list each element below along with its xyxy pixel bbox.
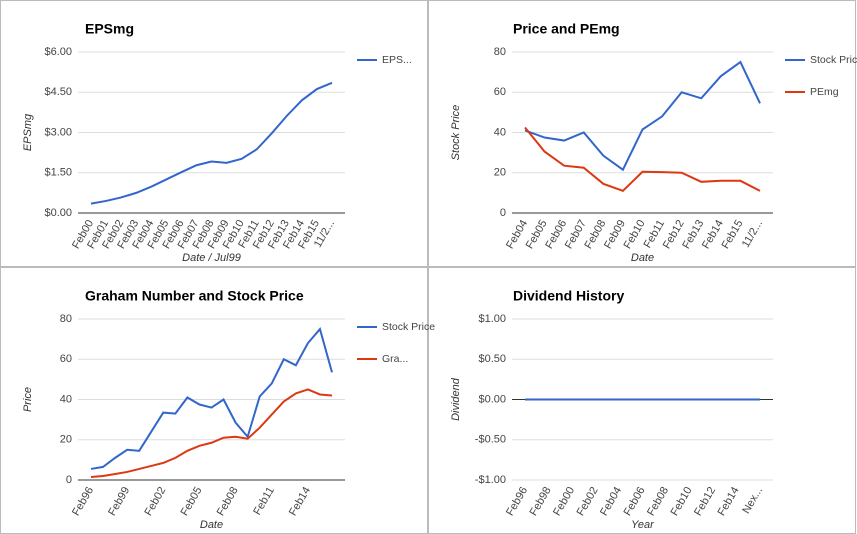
legend-label: PEmg: [810, 86, 839, 98]
legend-label: Gra...: [382, 353, 408, 365]
y-axis-label: Dividend: [450, 377, 462, 421]
x-tick-label: 11/2...: [740, 218, 765, 250]
x-axis-label: Year: [631, 519, 655, 531]
y-tick-label: -$0.50: [475, 434, 506, 446]
y-tick-label: 40: [60, 393, 72, 405]
chart-title: Dividend History: [513, 288, 624, 304]
x-tick-label: Feb02: [142, 485, 168, 518]
series-line: [524, 126, 761, 193]
chart-title: Price and PEmg: [513, 21, 620, 37]
y-tick-label: 60: [494, 86, 506, 98]
chart-title: EPSmg: [85, 21, 134, 37]
y-tick-label: 80: [494, 46, 506, 58]
y-tick-label: -$1.00: [475, 474, 506, 486]
x-tick-label: Feb99: [106, 485, 132, 518]
y-tick-label: $0.00: [44, 207, 72, 219]
x-tick-label: Feb00: [551, 485, 577, 518]
y-tick-label: $0.00: [478, 393, 506, 405]
y-tick-label: 0: [66, 474, 72, 486]
legend-label: EPS...: [382, 54, 412, 66]
x-tick-label: Feb10: [669, 485, 695, 518]
chart-title: Graham Number and Stock Price: [85, 288, 304, 304]
y-tick-label: 0: [500, 207, 506, 219]
legend-label: Stock Price: [382, 321, 435, 333]
y-axis-label: EPSmg: [22, 113, 34, 151]
series-line: [90, 388, 333, 478]
y-tick-label: 20: [60, 434, 72, 446]
y-tick-label: 20: [494, 167, 506, 179]
y-tick-label: 80: [60, 313, 72, 325]
y-axis-label: Stock Price: [450, 105, 462, 161]
x-tick-label: Feb96: [504, 485, 530, 518]
y-tick-label: $0.50: [478, 353, 506, 365]
y-tick-label: $1.00: [478, 313, 506, 325]
y-tick-label: 60: [60, 353, 72, 365]
series-line: [90, 326, 333, 470]
x-tick-label: Feb05: [179, 485, 205, 518]
panel: [0, 0, 428, 267]
series-line: [90, 81, 333, 205]
x-tick-label: Feb98: [528, 485, 554, 518]
x-axis-label: Date / Jul99: [182, 252, 241, 264]
x-axis-label: Date: [631, 252, 654, 264]
y-tick-label: $4.50: [44, 86, 72, 98]
x-tick-label: Feb14: [287, 485, 313, 518]
y-tick-label: $1.50: [44, 167, 72, 179]
x-tick-label: Feb08: [215, 485, 241, 518]
x-tick-label: Nex...: [740, 485, 765, 516]
x-tick-label: Feb96: [70, 485, 96, 518]
x-tick-label: Feb02: [575, 485, 601, 518]
x-tick-label: Feb04: [598, 485, 624, 518]
y-tick-label: 40: [494, 126, 506, 138]
panel: [428, 0, 856, 267]
y-tick-label: $3.00: [44, 126, 72, 138]
x-tick-label: Feb06: [622, 485, 648, 518]
x-tick-label: Feb11: [251, 485, 277, 517]
x-tick-label: Feb14: [716, 485, 742, 518]
x-axis-label: Date: [200, 519, 223, 531]
x-tick-label: Feb08: [645, 485, 671, 518]
x-tick-label: Feb12: [692, 485, 718, 518]
series-line: [524, 60, 761, 172]
y-tick-label: $6.00: [44, 46, 72, 58]
y-axis-label: Price: [22, 387, 34, 412]
legend-label: Stock Price: [810, 54, 857, 66]
